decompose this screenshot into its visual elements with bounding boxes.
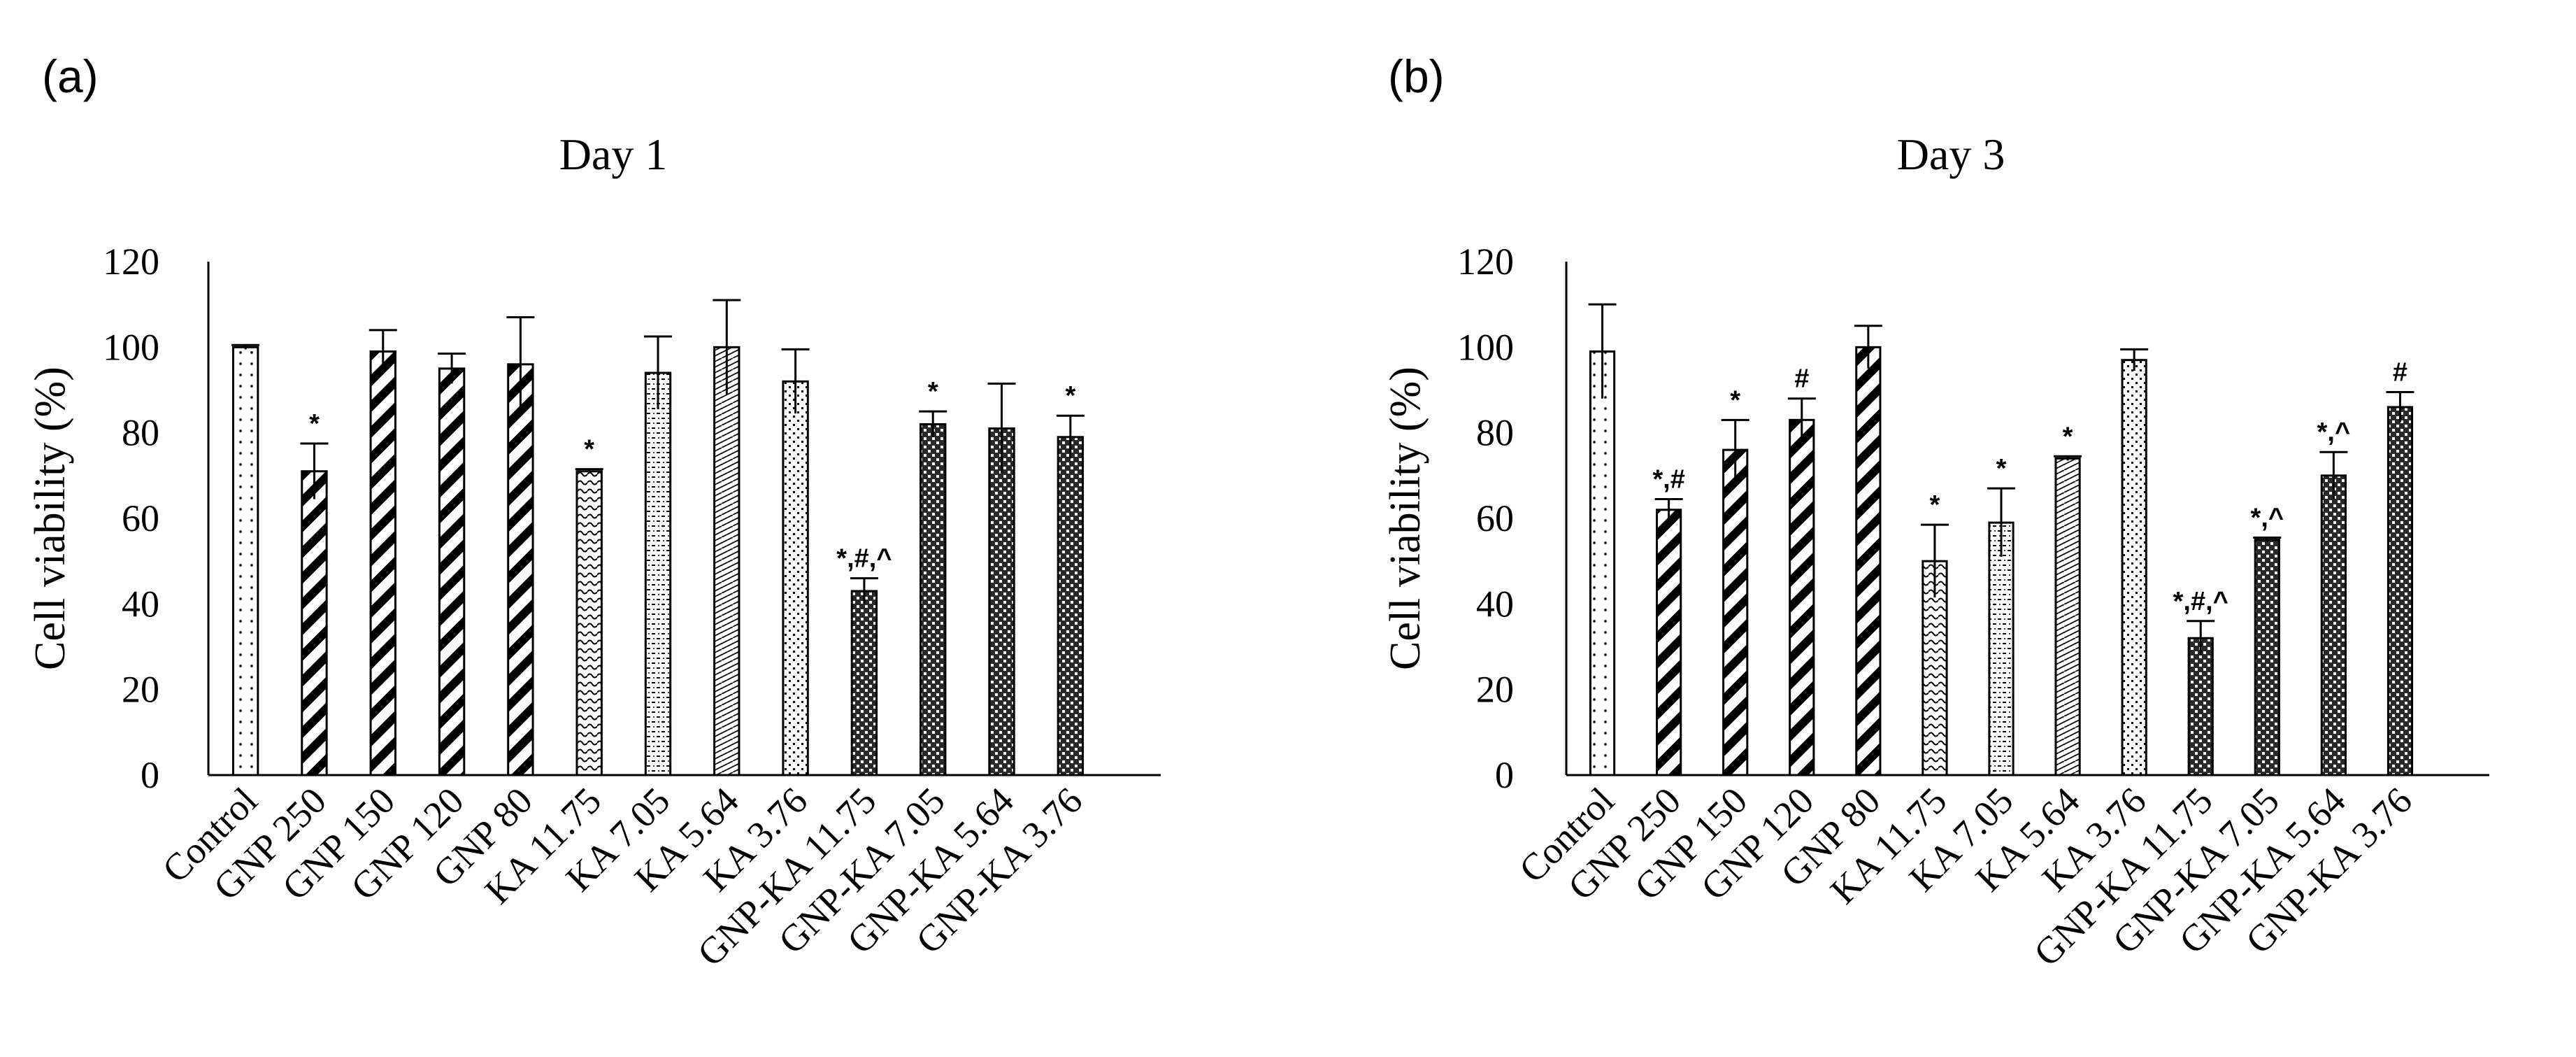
bar-control: [1589, 350, 1616, 776]
y-tick-label: 20: [122, 669, 159, 711]
bar-gnp-250: [1656, 509, 1682, 776]
bar-ka-5-64: [2054, 457, 2081, 776]
bar-gnp-150: [1722, 448, 1749, 776]
significance-marker: *,^: [2317, 418, 2351, 447]
panel-label: (a): [42, 50, 99, 102]
significance-marker: *,#: [1652, 464, 1684, 494]
y-tick-label: 120: [103, 241, 159, 283]
chart-title: Day 1: [559, 129, 668, 179]
chart-title: Day 3: [1897, 129, 2005, 179]
bar-gnp-ka-7-05: [2254, 539, 2280, 776]
y-tick-label: 60: [122, 497, 159, 539]
y-axis-label: Cell viability (%): [1382, 367, 1429, 670]
y-tick-label: 40: [1476, 583, 1514, 625]
significance-marker: #: [1794, 364, 1809, 394]
y-tick-label: 100: [1457, 326, 1514, 368]
bar-ka-5-64: [713, 346, 740, 776]
significance-marker: *: [584, 435, 594, 464]
bar-gnp-80: [1855, 346, 1882, 776]
significance-marker: *: [309, 409, 320, 439]
y-tick-label: 80: [122, 412, 159, 454]
y-axis-label: Cell viability (%): [27, 367, 74, 670]
bar-gnp-ka-3-76: [2387, 406, 2414, 776]
bar-gnp-ka-5-64: [988, 427, 1015, 776]
y-tick-label: 60: [1476, 497, 1514, 539]
significance-marker: *: [1930, 490, 1940, 520]
bar-gnp-80: [507, 363, 534, 776]
significance-marker: *,^: [2251, 504, 2284, 533]
bar-gnp-ka-5-64: [2320, 474, 2347, 776]
significance-marker: #: [2393, 358, 2407, 388]
bar-gnp-ka-11-75: [2187, 637, 2214, 776]
bar-ka-11-75: [575, 470, 603, 776]
y-tick-label: 100: [103, 326, 159, 368]
y-tick-label: 20: [1476, 669, 1514, 711]
y-tick-label: 120: [1457, 241, 1514, 283]
chart-panel-b: (b) Day 3 Cell viability (%) 0 20 40 60 80 100 12…: [1382, 50, 2489, 974]
bar-ka-7-05: [1988, 521, 2015, 776]
y-tick-label: 0: [1495, 754, 1514, 796]
y-tick-label: 40: [122, 583, 159, 625]
bar-ka-3-76: [2121, 359, 2147, 776]
significance-marker: *: [1730, 385, 1740, 415]
bar-ka-3-76: [782, 380, 809, 776]
bar-gnp-250: [301, 470, 328, 776]
bar-ka-7-05: [644, 371, 672, 776]
significance-marker: *: [1996, 454, 2007, 483]
bar-gnp-ka-7-05: [920, 423, 947, 776]
bar-gnp-120: [1789, 418, 1815, 776]
bar-gnp-ka-11-75: [850, 590, 878, 776]
bar-gnp-150: [369, 350, 396, 776]
bar-gnp-ka-3-76: [1057, 436, 1085, 776]
chart-panel-a: (a) Day 1 Cell viability (%) 0 20 40 60 80 100 12…: [27, 50, 1161, 974]
y-tick-label: 80: [1476, 412, 1514, 454]
panel-label: (b): [1388, 50, 1445, 102]
significance-marker: *: [928, 377, 938, 406]
significance-marker: *: [2063, 422, 2073, 451]
bar-control: [231, 346, 259, 776]
y-tick-label: 0: [141, 754, 159, 796]
significance-marker: *,#,^: [836, 544, 892, 574]
significance-marker: *,#,^: [2173, 587, 2228, 616]
bar-gnp-120: [438, 367, 466, 776]
significance-marker: *: [1065, 381, 1075, 411]
